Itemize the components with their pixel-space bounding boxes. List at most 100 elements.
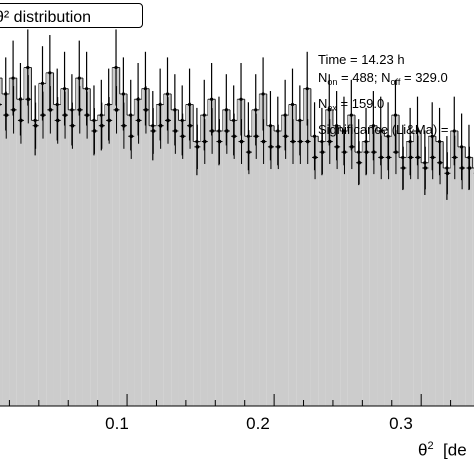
bar xyxy=(171,109,179,407)
off-point xyxy=(261,139,266,144)
bar xyxy=(296,120,304,407)
off-point xyxy=(144,108,148,112)
bar xyxy=(347,115,355,406)
off-point xyxy=(298,139,303,144)
bar xyxy=(318,141,326,407)
bar xyxy=(384,136,392,406)
off-point xyxy=(136,118,141,123)
off-point xyxy=(320,150,325,154)
off-point xyxy=(77,108,82,112)
on-point xyxy=(62,87,67,91)
on-point xyxy=(202,113,206,117)
axes xyxy=(0,394,474,407)
on-point xyxy=(415,129,420,133)
on-point xyxy=(224,108,228,112)
on-point xyxy=(114,65,118,70)
off-point xyxy=(335,145,339,149)
bar xyxy=(355,152,363,406)
on-point xyxy=(239,97,243,101)
bar xyxy=(230,120,238,407)
x-tick-label: 0.2 xyxy=(246,414,270,433)
bar xyxy=(325,109,333,407)
off-point xyxy=(11,108,16,112)
bar xyxy=(185,104,194,407)
off-point xyxy=(438,160,442,165)
bar xyxy=(134,99,142,406)
stat-nex: Nex = 159.0 xyxy=(318,96,385,113)
bar xyxy=(237,99,245,406)
off-point xyxy=(180,134,185,139)
bar xyxy=(406,141,414,407)
on-point xyxy=(85,87,89,91)
bar xyxy=(156,104,164,407)
bar xyxy=(82,88,91,407)
bar xyxy=(244,136,253,406)
on-point xyxy=(254,108,258,112)
off-point xyxy=(283,134,288,139)
off-point xyxy=(394,150,398,154)
bar xyxy=(472,168,474,406)
on-point xyxy=(210,97,214,101)
off-point xyxy=(342,150,347,154)
off-point xyxy=(364,150,369,154)
off-point xyxy=(151,129,156,133)
bar xyxy=(200,115,208,406)
off-point xyxy=(467,166,472,170)
off-point xyxy=(33,123,38,128)
stat-significance: Significance (Li&Ma) = xyxy=(318,122,449,137)
off-point xyxy=(4,113,9,117)
bar xyxy=(127,115,135,406)
on-point xyxy=(48,71,52,75)
off-point xyxy=(195,145,200,149)
off-point xyxy=(254,134,259,139)
bar xyxy=(340,130,348,406)
bar xyxy=(163,93,172,406)
off-point xyxy=(269,145,273,149)
on-point xyxy=(349,113,353,117)
bar xyxy=(53,104,61,407)
on-point xyxy=(77,76,81,80)
off-point xyxy=(357,160,361,165)
bar xyxy=(435,141,444,407)
bar xyxy=(421,162,429,406)
on-point xyxy=(305,87,309,91)
bar xyxy=(215,130,223,406)
off-point xyxy=(276,145,281,149)
off-point xyxy=(401,166,406,170)
off-point xyxy=(48,108,53,112)
off-point xyxy=(416,155,420,160)
off-point xyxy=(445,171,450,176)
chart-title-box: θ² distribution xyxy=(0,3,143,28)
bar xyxy=(450,130,458,406)
bar xyxy=(222,109,230,407)
bar xyxy=(60,88,69,407)
off-point xyxy=(19,118,23,123)
off-point xyxy=(158,123,163,128)
on-point xyxy=(40,81,45,85)
bar xyxy=(377,130,385,406)
bar xyxy=(38,83,47,406)
bar xyxy=(112,67,120,406)
bar xyxy=(259,93,267,406)
off-point xyxy=(247,150,251,154)
on-point xyxy=(121,92,125,96)
bar xyxy=(399,157,407,406)
on-point xyxy=(187,102,192,107)
off-point xyxy=(305,139,310,144)
off-point xyxy=(350,145,354,149)
off-point xyxy=(107,118,111,123)
bar xyxy=(332,125,341,406)
off-point xyxy=(232,134,236,139)
on-point xyxy=(26,65,30,70)
off-point xyxy=(129,134,134,139)
off-point xyxy=(379,155,384,160)
bar xyxy=(31,120,39,407)
x-axis-label: θ2 [de xyxy=(418,440,467,460)
x-tick-label: 0.3 xyxy=(389,414,413,433)
on-point xyxy=(261,92,265,96)
off-point xyxy=(92,129,97,133)
bar xyxy=(443,168,451,406)
on-point xyxy=(136,97,140,101)
on-point xyxy=(143,87,148,91)
